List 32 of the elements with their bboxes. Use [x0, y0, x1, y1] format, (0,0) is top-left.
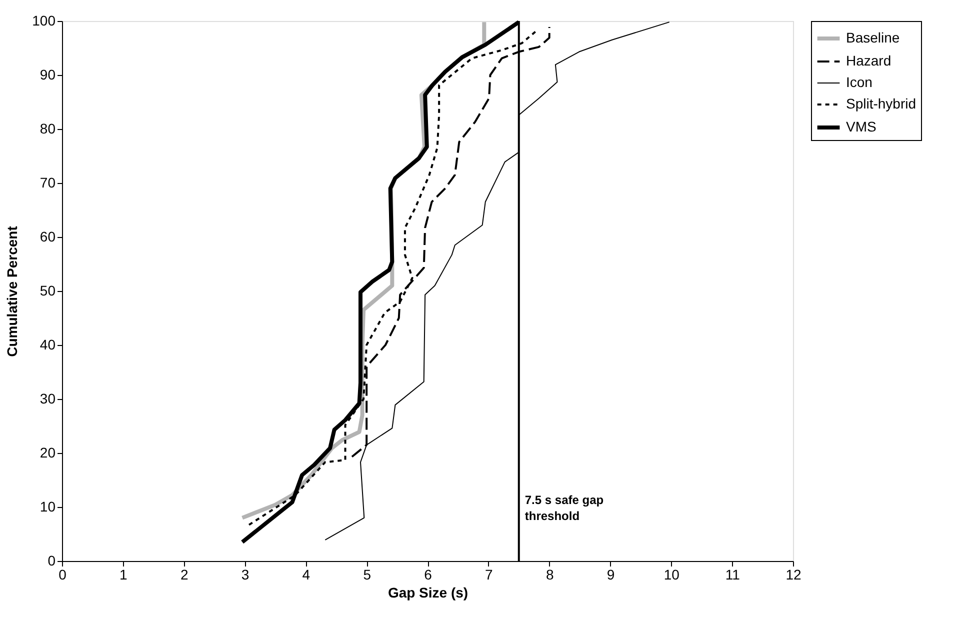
x-tick-label: 2 — [180, 566, 188, 582]
y-tick-label: 80 — [40, 120, 56, 136]
y-axis-title: Cumulative Percent — [4, 226, 20, 357]
y-tick-label: 60 — [40, 228, 56, 244]
legend-label: Split-hybrid — [846, 96, 916, 112]
legend-label: VMS — [846, 118, 876, 134]
y-tick-label: 100 — [32, 12, 56, 28]
x-axis-title: Gap Size (s) — [388, 584, 468, 600]
y-tick-label: 50 — [40, 282, 56, 298]
x-tick-label: 8 — [546, 566, 554, 582]
x-tick-label: 4 — [302, 566, 310, 582]
y-tick-label: 20 — [40, 444, 56, 460]
x-tick-label: 10 — [664, 566, 680, 582]
x-tick-label: 9 — [606, 566, 615, 582]
legend-label: Hazard — [846, 52, 892, 68]
y-tick-label: 30 — [40, 390, 56, 406]
x-tick-label: 11 — [725, 566, 740, 582]
x-tick-label: 12 — [786, 566, 802, 582]
y-tick-label: 90 — [40, 66, 56, 82]
x-tick-label: 3 — [241, 566, 250, 582]
legend-label: Icon — [846, 74, 872, 90]
legend-label: Baseline — [846, 30, 900, 46]
y-tick-label: 70 — [40, 174, 56, 190]
x-tick-label: 7 — [485, 566, 494, 582]
y-tick-label: 40 — [40, 336, 56, 352]
y-tick-label: 10 — [40, 498, 56, 514]
ref-line-label: 7.5 s safe gap threshold — [524, 493, 604, 523]
x-tick-label: 6 — [424, 566, 432, 582]
x-tick-label: 5 — [363, 566, 372, 582]
x-tick-label: 1 — [120, 566, 128, 582]
x-tick-label: 0 — [58, 566, 67, 582]
y-tick-label: 0 — [48, 552, 56, 568]
